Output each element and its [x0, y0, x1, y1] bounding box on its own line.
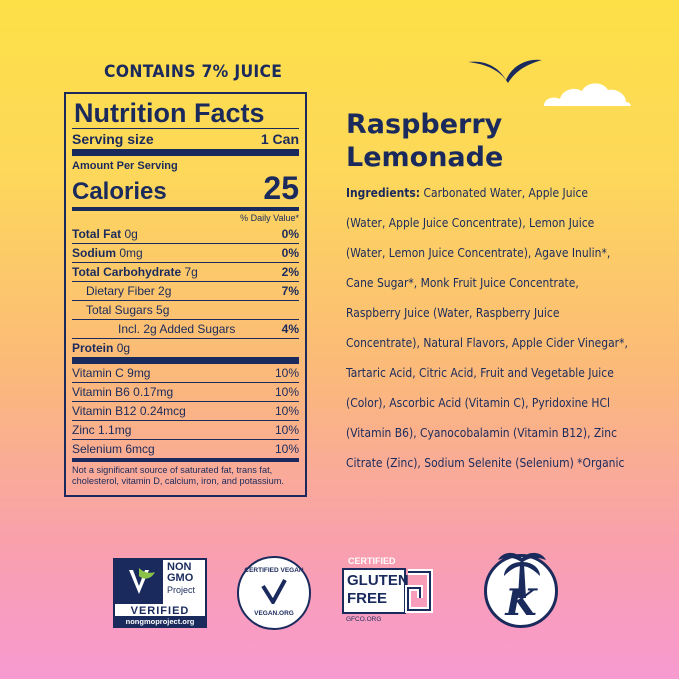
- vegan-top-text: CERTIFIED VEGAN: [244, 567, 304, 574]
- serving-value: 1 Can: [260, 131, 299, 147]
- vitamin-dv: 10%: [274, 423, 299, 437]
- nutrition-footnote: Not a significant source of saturated fa…: [72, 465, 284, 486]
- nutrient-name: Total Fat 0g: [72, 227, 138, 241]
- amount-per-serving: Amount Per Serving: [72, 160, 178, 172]
- vitamin-name: Vitamin B12 0.24mcg: [72, 404, 186, 418]
- ingredients-label: Ingredients:: [346, 185, 421, 200]
- vitamin-row: Vitamin B12 0.24mcg 10%: [72, 402, 299, 420]
- calories-row: Calories 25: [72, 170, 299, 207]
- nongmo-l5: nongmoproject.org: [115, 616, 205, 628]
- kosher-badge: K: [484, 548, 558, 628]
- serving-size-row: Serving size 1 Can: [72, 129, 299, 149]
- cloud-icon: [544, 83, 631, 106]
- gluten-g-icon: [405, 569, 433, 613]
- nutrition-title: Nutrition Facts: [74, 98, 265, 128]
- vitamin-name: Vitamin B6 0.17mg: [72, 385, 174, 399]
- nongmo-l1: NON: [167, 561, 192, 573]
- kosher-letter: K: [505, 582, 537, 624]
- gluten-free-badge: CERTIFIED GLUTEN FREE GFCO.ORG: [342, 556, 448, 626]
- nongmo-l2: GMO: [167, 572, 194, 584]
- nutrient-dv: 2%: [281, 265, 299, 279]
- nutrient-name: Sodium 0mg: [72, 246, 143, 260]
- serving-label: Serving size: [72, 131, 154, 147]
- ingredients-list: Ingredients: Carbonated Water, Apple Jui…: [346, 178, 628, 478]
- juice-content-label: CONTAINS 7% JUICE: [104, 62, 283, 82]
- nutrient-row: Total Carbohydrate 7g 2%: [72, 263, 299, 281]
- nutrient-row: Sodium 0mg 0%: [72, 244, 299, 262]
- product-name-line1: Raspberry: [346, 109, 503, 140]
- nongmo-l3: Project: [167, 585, 196, 595]
- vitamin-name: Zinc 1.1mg: [72, 423, 132, 437]
- nutrient-name: Incl. 2g Added Sugars: [118, 322, 236, 336]
- bird-icon: [468, 59, 542, 83]
- gluten-l4: GFCO.ORG: [346, 616, 382, 623]
- nutrient-name: Total Carbohydrate 7g: [72, 265, 198, 279]
- vegan-bottom-text: VEGAN.ORG: [254, 610, 294, 617]
- nutrient-dv: 0%: [281, 227, 299, 241]
- gluten-l2: GLUTEN: [347, 572, 409, 589]
- vitamin-row: Zinc 1.1mg 10%: [72, 421, 299, 439]
- nutrient-name: Protein 0g: [72, 341, 131, 355]
- nongmo-l4: VERIFIED: [130, 605, 190, 617]
- vitamin-name: Vitamin C 9mg: [72, 366, 151, 380]
- vitamin-dv: 10%: [274, 385, 299, 399]
- nutrient-row: Total Fat 0g 0%: [72, 225, 299, 243]
- nutrient-name: Total Sugars 5g: [86, 303, 170, 317]
- vitamin-row: Selenium 6mcg 10%: [72, 440, 299, 458]
- nutrient-name: Dietary Fiber 2g: [86, 284, 172, 298]
- vitamin-dv: 10%: [274, 404, 299, 418]
- nutrient-row: Incl. 2g Added Sugars 4%: [72, 320, 299, 338]
- nutrient-rows: Total Fat 0g 0% Sodium 0mg 0% Total Carbohyd…: [72, 225, 299, 357]
- calories-label: Calories: [72, 178, 167, 205]
- vegan-badge: CERTIFIED VEGAN VEGAN.ORG: [237, 556, 311, 630]
- palm-tree-icon: [498, 552, 546, 598]
- ingredients-text: Carbonated Water, Apple Juice (Water, Ap…: [346, 185, 628, 470]
- vitamin-rows: Vitamin C 9mg 10% Vitamin B6 0.17mg 10% Vita…: [72, 364, 299, 458]
- vitamin-dv: 10%: [274, 442, 299, 456]
- gluten-l3: FREE: [347, 590, 388, 607]
- nutrient-dv: 7%: [281, 284, 299, 298]
- nutrient-dv: 4%: [281, 322, 299, 336]
- nutrient-row: Dietary Fiber 2g 7%: [72, 282, 299, 300]
- non-gmo-badge: NON GMO Project VERIFIED nongmoproject.o…: [113, 558, 207, 628]
- nutrient-row: Protein 0g: [72, 339, 299, 357]
- vegan-check-icon: [261, 579, 287, 604]
- nutrition-facts-panel: Nutrition Facts Serving size 1 Can Amoun…: [64, 92, 307, 497]
- nutrient-row: Total Sugars 5g: [72, 301, 299, 319]
- nongmo-butterfly-icon: [115, 560, 163, 604]
- product-name: Raspberry Lemonade: [346, 108, 606, 174]
- gluten-l1: CERTIFIED: [348, 556, 396, 566]
- vitamin-name: Selenium 6mcg: [72, 442, 155, 456]
- calories-value: 25: [263, 170, 299, 206]
- vitamin-row: Vitamin C 9mg 10%: [72, 364, 299, 382]
- product-name-line2: Lemonade: [346, 142, 504, 173]
- daily-value-header: % Daily Value*: [240, 213, 299, 223]
- vitamin-dv: 10%: [274, 366, 299, 380]
- vitamin-row: Vitamin B6 0.17mg 10%: [72, 383, 299, 401]
- nutrient-dv: 0%: [281, 246, 299, 260]
